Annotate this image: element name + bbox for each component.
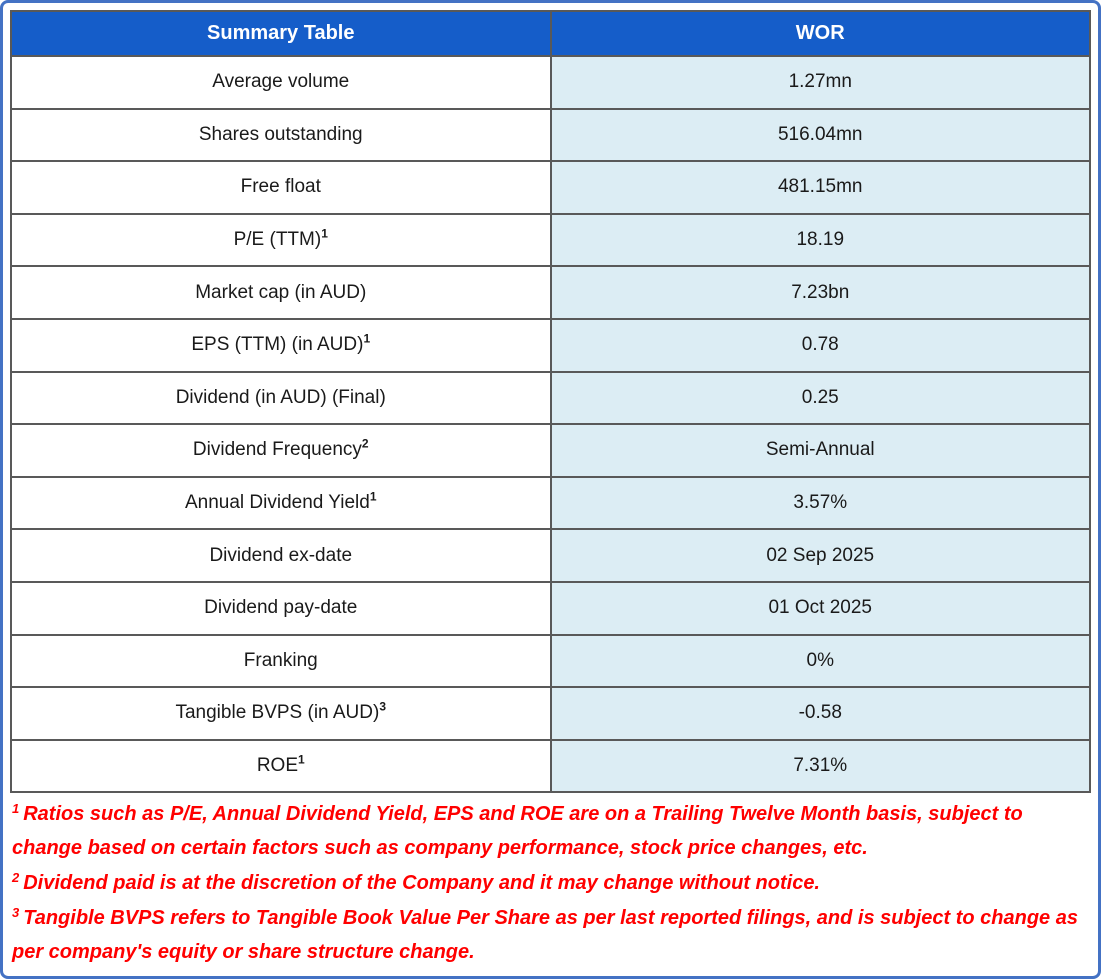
footnote-marker: 3 xyxy=(379,700,386,715)
footnote: 3 Tangible BVPS refers to Tangible Book V… xyxy=(12,901,1093,969)
footnote-marker: 1 xyxy=(363,331,371,346)
metric-label-cell: Shares outstanding xyxy=(10,107,552,163)
table-row: EPS (TTM) (in AUD)1 0.78 xyxy=(10,317,1091,373)
metric-label-cell: Free float xyxy=(10,160,552,215)
metric-label: Franking xyxy=(243,649,318,671)
metric-label-cell: Annual Dividend Yield1 xyxy=(10,475,552,531)
footnote-marker: 2 xyxy=(361,437,369,452)
metric-value-cell: 0.25 xyxy=(549,370,1091,426)
metric-label: Market cap (in AUD) xyxy=(195,281,367,303)
metric-label-cell: ROE1 xyxy=(10,738,552,794)
metric-value-cell: 516.04mn xyxy=(549,107,1091,163)
metric-label-cell: Average volume xyxy=(10,55,552,110)
table-row: Tangible BVPS (in AUD)3 -0.58 xyxy=(10,686,1091,741)
footnote-marker: 1 xyxy=(321,226,328,241)
table-row: Average volume 1.27mn xyxy=(10,55,1091,110)
metric-label-cell: P/E (TTM)1 xyxy=(10,212,552,268)
metric-label: Tangible BVPS (in AUD) xyxy=(175,702,380,724)
metric-value-cell: 18.19 xyxy=(549,212,1091,268)
metric-label: Shares outstanding xyxy=(198,123,363,145)
table-row: Market cap (in AUD) 7.23bn xyxy=(10,265,1091,320)
table-row: Dividend (in AUD) (Final) 0.25 xyxy=(10,370,1091,426)
footnote-marker: 1 xyxy=(298,752,305,767)
metric-label-cell: Tangible BVPS (in AUD)3 xyxy=(10,686,552,741)
metric-label-cell: Dividend pay-date xyxy=(10,580,552,636)
metric-value-cell: 481.15mn xyxy=(549,160,1091,215)
metric-label-cell: Dividend ex-date xyxy=(10,528,552,583)
table-row: Free float 481.15mn xyxy=(10,160,1091,215)
footnote-marker: 2 xyxy=(12,869,20,885)
footnote-marker: 1 xyxy=(369,489,377,504)
header-col-wor: WOR xyxy=(549,10,1091,57)
metric-value-cell: 7.31% xyxy=(549,738,1091,794)
header-col-metric: Summary Table xyxy=(10,10,552,57)
metric-value-cell: 1.27mn xyxy=(549,55,1091,110)
metric-value-cell: 3.57% xyxy=(549,475,1091,531)
metric-label: Annual Dividend Yield xyxy=(184,492,370,514)
footnote-text: Ratios such as P/E, Annual Dividend Yiel… xyxy=(12,803,1023,860)
metric-label: Dividend pay-date xyxy=(204,597,358,619)
table-header-row: Summary Table WOR xyxy=(10,10,1091,57)
table-row: Dividend Frequency2 Semi-Annual xyxy=(10,423,1091,478)
metric-value-cell: 02 Sep 2025 xyxy=(549,528,1091,583)
metric-value-cell: -0.58 xyxy=(549,686,1091,741)
metric-label: Dividend ex-date xyxy=(209,544,353,566)
metric-value-cell: 0.78 xyxy=(549,317,1091,373)
footnote-marker: 1 xyxy=(12,800,20,816)
metric-value-cell: 7.23bn xyxy=(549,265,1091,320)
table-row: Franking 0% xyxy=(10,633,1091,689)
table-row: Annual Dividend Yield1 3.57% xyxy=(10,475,1091,531)
table-row: Shares outstanding 516.04mn xyxy=(10,107,1091,163)
table-row: P/E (TTM)1 18.19 xyxy=(10,212,1091,268)
metric-label: Dividend Frequency xyxy=(192,439,362,461)
footnote-text: Dividend paid is at the discretion of th… xyxy=(23,872,820,895)
footnote: 2 Dividend paid is at the discretion of t… xyxy=(12,866,1093,900)
metric-label-cell: Dividend Frequency2 xyxy=(10,423,552,478)
footnote: 1 Ratios such as P/E, Annual Dividend Yie… xyxy=(12,797,1093,865)
metric-value-cell: 0% xyxy=(549,633,1091,689)
table-row: ROE1 7.31% xyxy=(10,738,1091,794)
metric-label: EPS (TTM) (in AUD) xyxy=(191,334,364,356)
metric-label: Dividend (in AUD) (Final) xyxy=(175,386,386,408)
summary-table: Summary Table WOR Average volume 1.27mn … xyxy=(10,10,1091,794)
metric-value-cell: 01 Oct 2025 xyxy=(549,580,1091,636)
metric-label: Average volume xyxy=(212,71,350,93)
metric-label-cell: EPS (TTM) (in AUD)1 xyxy=(10,317,552,373)
metric-label-cell: Franking xyxy=(10,633,552,689)
metric-label-cell: Market cap (in AUD) xyxy=(10,265,552,320)
metric-label: P/E (TTM) xyxy=(233,229,322,251)
table-row: Dividend ex-date 02 Sep 2025 xyxy=(10,528,1091,583)
metric-label: ROE xyxy=(256,755,298,777)
metric-value-cell: Semi-Annual xyxy=(549,423,1091,478)
metric-label: Free float xyxy=(240,176,321,198)
metric-label-cell: Dividend (in AUD) (Final) xyxy=(10,370,552,426)
footnotes-section: 1 Ratios such as P/E, Annual Dividend Yie… xyxy=(10,795,1095,969)
footnote-text: Tangible BVPS refers to Tangible Book Va… xyxy=(12,907,1078,964)
footnote-marker: 3 xyxy=(12,904,20,920)
table-row: Dividend pay-date 01 Oct 2025 xyxy=(10,580,1091,636)
